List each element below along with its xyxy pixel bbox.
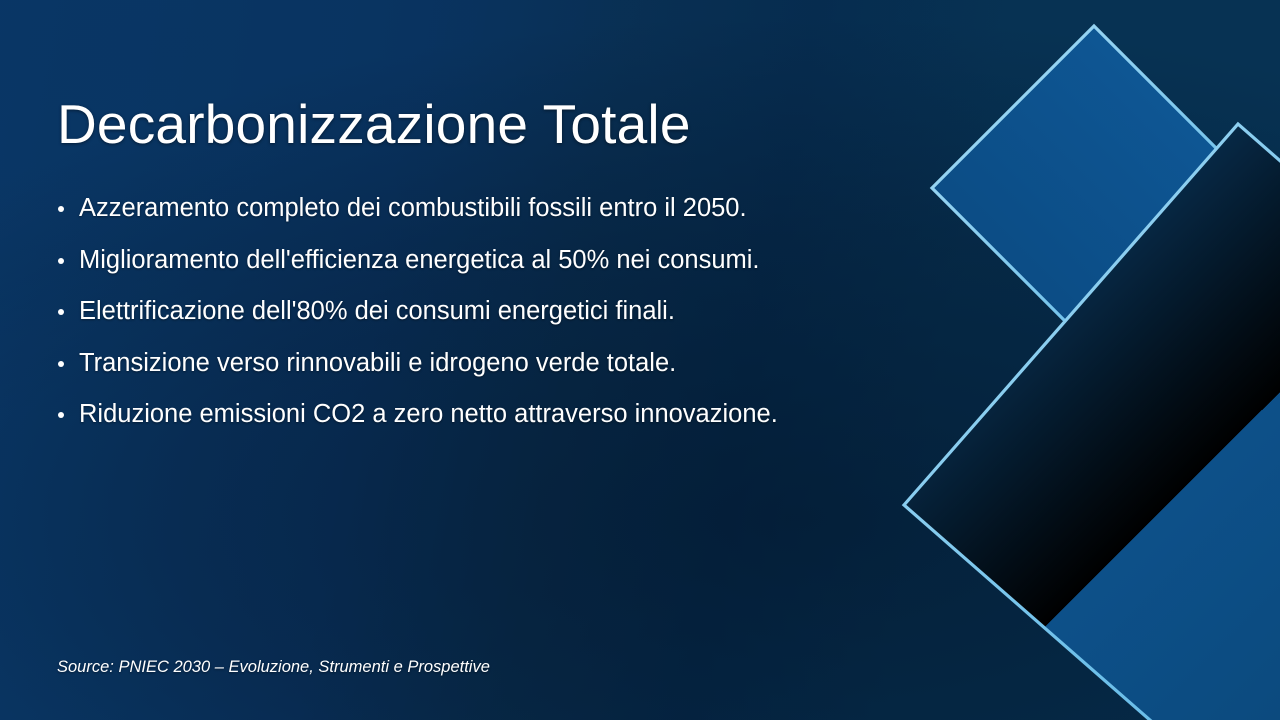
list-item-label: Miglioramento dell'efficienza energetica… [79, 245, 760, 274]
list-item: Transizione verso rinnovabili e idrogeno… [55, 344, 1005, 382]
list-item: Riduzione emissioni CO2 a zero netto att… [55, 395, 1005, 433]
source-citation: Source: PNIEC 2030 – Evoluzione, Strumen… [57, 658, 490, 676]
bullet-dot-icon [58, 412, 64, 418]
bullet-dot-icon [58, 206, 64, 212]
list-item: Miglioramento dell'efficienza energetica… [55, 241, 1005, 279]
list-item-label: Riduzione emissioni CO2 a zero netto att… [79, 400, 778, 428]
bullet-list: Azzeramento completo dei combustibili fo… [55, 189, 1005, 447]
bullet-dot-icon [58, 309, 64, 315]
list-item-label: Azzeramento completo dei combustibili fo… [79, 194, 747, 222]
page-title: Decarbonizzazione Totale [57, 92, 691, 155]
list-item: Azzeramento completo dei combustibili fo… [55, 189, 1005, 227]
list-item-label: Transizione verso rinnovabili e idrogeno… [79, 348, 677, 377]
list-item-label: Elettrificazione dell'80% dei consumi en… [79, 297, 675, 325]
bullet-dot-icon [58, 257, 64, 264]
bullet-dot-icon [58, 360, 64, 367]
list-item: Elettrificazione dell'80% dei consumi en… [55, 292, 1005, 330]
